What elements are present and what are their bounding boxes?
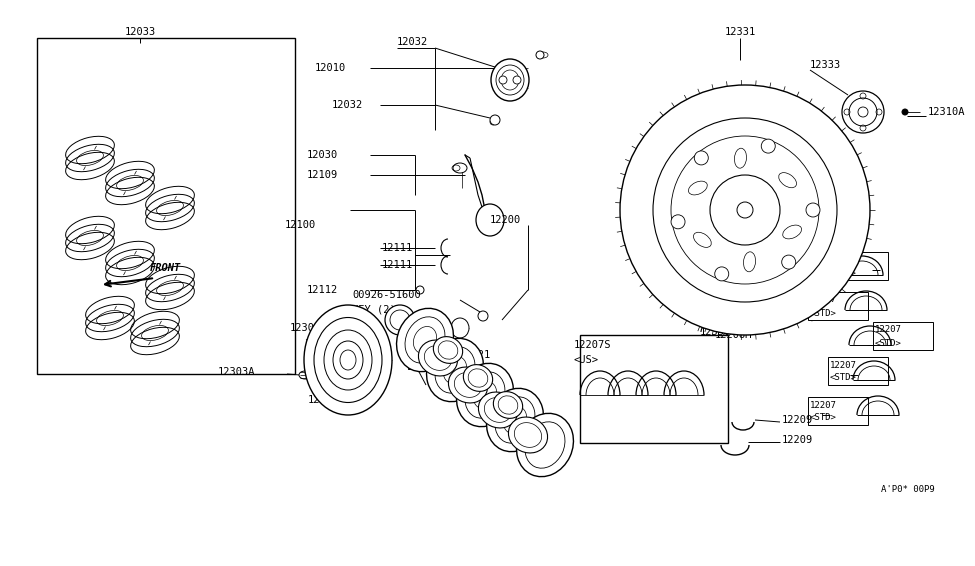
Text: 12310A: 12310A <box>928 107 965 117</box>
Ellipse shape <box>710 175 780 245</box>
Text: 12030: 12030 <box>307 150 338 160</box>
Text: <STD>: <STD> <box>875 338 902 348</box>
Bar <box>828 252 888 280</box>
Text: <STD>: <STD> <box>830 268 857 277</box>
Text: 12330: 12330 <box>700 327 731 337</box>
Ellipse shape <box>304 305 392 415</box>
Text: <STD>: <STD> <box>830 374 857 383</box>
Ellipse shape <box>842 91 884 133</box>
Text: 12100: 12100 <box>285 220 316 230</box>
Text: <STD>: <STD> <box>810 308 837 318</box>
Ellipse shape <box>490 115 500 125</box>
Ellipse shape <box>478 311 488 321</box>
Ellipse shape <box>479 392 518 428</box>
Ellipse shape <box>429 316 451 340</box>
Text: 12208M: 12208M <box>715 330 753 340</box>
Text: 00926-51600: 00926-51600 <box>352 290 421 300</box>
Text: 12303A: 12303A <box>218 367 255 377</box>
Bar <box>580 335 728 443</box>
Ellipse shape <box>517 413 573 477</box>
Ellipse shape <box>715 267 728 281</box>
Text: 12209: 12209 <box>782 415 813 425</box>
Ellipse shape <box>858 107 868 117</box>
Text: 12207S: 12207S <box>574 340 611 350</box>
Text: 12333: 12333 <box>810 60 841 70</box>
Text: KEY (2): KEY (2) <box>352 305 396 315</box>
Text: 12010: 12010 <box>315 63 346 73</box>
Text: 12208M: 12208M <box>745 303 783 313</box>
Text: 15043: 15043 <box>428 377 459 387</box>
Text: 12032: 12032 <box>397 37 428 47</box>
Text: 12209: 12209 <box>782 435 813 445</box>
Ellipse shape <box>671 215 685 229</box>
Ellipse shape <box>476 204 504 236</box>
Text: 12303C: 12303C <box>308 395 345 405</box>
Text: 12310E: 12310E <box>668 115 706 125</box>
Bar <box>828 357 888 385</box>
Ellipse shape <box>761 139 775 153</box>
Ellipse shape <box>449 373 467 393</box>
Bar <box>873 322 933 350</box>
Text: 12207: 12207 <box>830 361 857 370</box>
Text: 12200: 12200 <box>490 215 522 225</box>
Text: <STD>: <STD> <box>810 414 837 422</box>
Ellipse shape <box>324 330 372 390</box>
Ellipse shape <box>453 163 467 173</box>
Ellipse shape <box>499 76 507 84</box>
Bar <box>808 292 868 320</box>
Text: 12111: 12111 <box>382 260 413 270</box>
Ellipse shape <box>448 367 488 403</box>
Text: 12111: 12111 <box>382 243 413 253</box>
Ellipse shape <box>694 151 708 165</box>
Text: 12112: 12112 <box>307 285 338 295</box>
Text: 13021: 13021 <box>346 320 377 330</box>
Ellipse shape <box>716 156 724 168</box>
Text: 12207: 12207 <box>830 255 857 264</box>
Ellipse shape <box>902 109 908 115</box>
Text: 12207: 12207 <box>810 401 837 409</box>
Ellipse shape <box>397 308 453 372</box>
Text: 12033: 12033 <box>125 27 156 37</box>
Text: 12032: 12032 <box>332 100 364 110</box>
Bar <box>37 38 295 374</box>
Bar <box>808 397 868 425</box>
Ellipse shape <box>299 371 311 379</box>
Text: FRONT: FRONT <box>149 263 180 273</box>
Ellipse shape <box>333 341 363 379</box>
Ellipse shape <box>487 388 543 452</box>
Text: 12331: 12331 <box>724 27 756 37</box>
Ellipse shape <box>463 365 492 391</box>
Ellipse shape <box>451 318 469 338</box>
Ellipse shape <box>508 417 548 453</box>
Ellipse shape <box>620 85 870 335</box>
Ellipse shape <box>806 203 820 217</box>
Ellipse shape <box>782 255 796 269</box>
Text: 12303: 12303 <box>290 323 321 333</box>
Text: 12207: 12207 <box>810 295 837 305</box>
Ellipse shape <box>385 305 415 335</box>
Ellipse shape <box>737 202 753 218</box>
Text: 13021: 13021 <box>460 350 491 360</box>
Ellipse shape <box>653 118 837 302</box>
Text: 12207: 12207 <box>875 325 902 335</box>
Ellipse shape <box>426 338 484 402</box>
Ellipse shape <box>456 363 514 427</box>
Ellipse shape <box>513 76 521 84</box>
Ellipse shape <box>493 392 523 418</box>
Text: <US>: <US> <box>574 355 599 365</box>
Ellipse shape <box>314 318 382 402</box>
Ellipse shape <box>416 286 424 294</box>
Text: A'P0* 00P9: A'P0* 00P9 <box>881 486 935 495</box>
Ellipse shape <box>340 350 356 370</box>
Text: 12109: 12109 <box>307 170 338 180</box>
Ellipse shape <box>418 340 457 376</box>
Bar <box>408 360 424 369</box>
Ellipse shape <box>536 51 544 59</box>
Ellipse shape <box>433 337 463 363</box>
Ellipse shape <box>491 59 529 101</box>
